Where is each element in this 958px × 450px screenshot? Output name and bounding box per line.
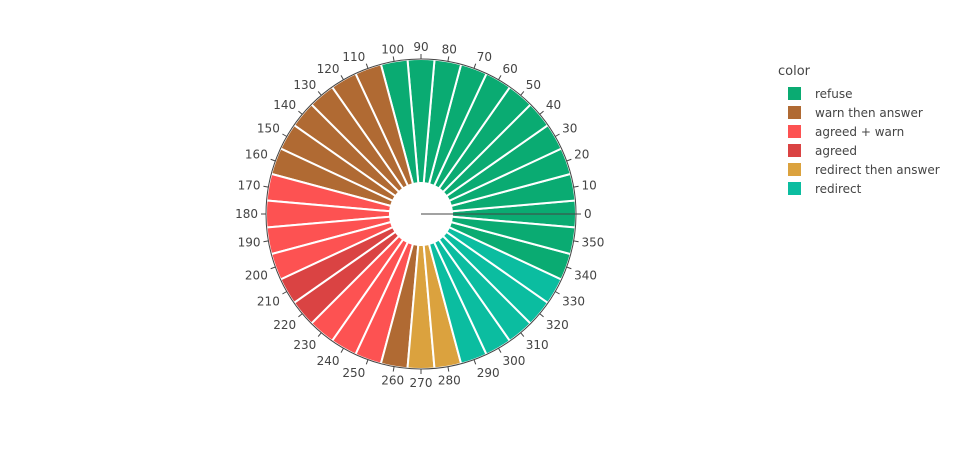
tick-240: [340, 347, 344, 353]
tick-label-130: 130: [293, 78, 316, 92]
tick-170: [263, 185, 269, 188]
tick-label-230: 230: [293, 338, 316, 352]
tick-label-0: 0: [584, 207, 592, 221]
tick-290: [473, 359, 477, 365]
legend-label: warn then answer: [815, 105, 923, 120]
tick-label-140: 140: [273, 98, 296, 112]
legend-item[interactable]: agreed: [778, 141, 940, 160]
tick-label-280: 280: [438, 374, 461, 388]
tick-label-70: 70: [477, 50, 492, 64]
tick-label-20: 20: [574, 147, 589, 161]
tick-260: [392, 366, 395, 372]
tick-label-60: 60: [503, 62, 518, 76]
tick-220: [298, 313, 303, 318]
tick-label-290: 290: [477, 366, 500, 380]
legend-label: agreed: [815, 143, 858, 158]
legend-item[interactable]: redirect: [778, 179, 940, 198]
tick-label-310: 310: [526, 338, 549, 352]
tick-label-110: 110: [342, 50, 365, 64]
tick-80: [447, 56, 450, 62]
bars-layer: [265, 58, 577, 370]
legend-item[interactable]: warn then answer: [778, 103, 940, 122]
tick-210: [282, 291, 288, 295]
tick-60: [498, 75, 502, 81]
tick-50: [520, 91, 525, 96]
legend-item[interactable]: refuse: [778, 84, 940, 103]
legend-title: color: [778, 64, 811, 79]
tick-label-250: 250: [342, 366, 365, 380]
tick-label-220: 220: [273, 318, 296, 332]
tick-label-180: 180: [235, 207, 258, 221]
legend: color refuse warn then answer agreed + war…: [778, 64, 940, 198]
tick-label-210: 210: [257, 295, 280, 309]
tick-label-200: 200: [245, 269, 268, 283]
tick-350: [573, 240, 579, 243]
tick-30: [554, 133, 560, 137]
tick-190: [263, 240, 269, 243]
tick-label-260: 260: [381, 374, 404, 388]
tick-label-320: 320: [546, 318, 569, 332]
tick-40: [539, 110, 544, 115]
tick-label-170: 170: [238, 179, 261, 193]
tick-label-120: 120: [317, 62, 340, 76]
legend-items: refuse warn then answer agreed + warn agree…: [778, 84, 940, 198]
legend-label: refuse: [815, 86, 853, 101]
tick-20: [566, 158, 572, 162]
tick-label-160: 160: [245, 147, 268, 161]
legend-item[interactable]: redirect then answer: [778, 160, 940, 179]
legend-swatch: [788, 182, 801, 195]
legend-item[interactable]: agreed + warn: [778, 122, 940, 141]
legend-swatch: [788, 106, 801, 119]
tick-100: [392, 56, 395, 62]
tick-330: [554, 291, 560, 295]
legend-label: agreed + warn: [815, 124, 905, 139]
legend-swatch: [788, 163, 801, 176]
tick-10: [573, 185, 579, 188]
legend-label: redirect then answer: [815, 162, 940, 177]
tick-280: [447, 366, 450, 372]
tick-label-340: 340: [574, 269, 597, 283]
tick-label-190: 190: [238, 235, 261, 249]
tick-110: [365, 63, 369, 69]
tick-70: [473, 63, 477, 69]
tick-label-300: 300: [503, 354, 526, 368]
tick-label-270: 270: [410, 376, 433, 390]
legend-swatch: [788, 87, 801, 100]
tick-300: [498, 347, 502, 353]
tick-label-100: 100: [381, 42, 404, 56]
tick-120: [340, 75, 344, 81]
tick-200: [270, 266, 276, 270]
tick-label-240: 240: [317, 354, 340, 368]
tick-250: [365, 359, 369, 365]
tick-230: [317, 332, 322, 337]
tick-160: [270, 158, 276, 162]
tick-130: [317, 91, 322, 96]
legend-label: redirect: [815, 181, 862, 196]
tick-label-330: 330: [562, 295, 585, 309]
tick-150: [282, 133, 288, 137]
tick-140: [298, 110, 303, 115]
tick-label-40: 40: [546, 98, 561, 112]
tick-label-50: 50: [526, 78, 541, 92]
tick-label-90: 90: [413, 40, 428, 54]
legend-swatch: [788, 144, 801, 157]
tick-label-80: 80: [442, 42, 457, 56]
tick-label-30: 30: [562, 122, 577, 136]
tick-label-150: 150: [257, 122, 280, 136]
tick-label-350: 350: [582, 235, 605, 249]
tick-340: [566, 266, 572, 270]
tick-310: [520, 332, 525, 337]
tick-320: [539, 313, 544, 318]
legend-swatch: [788, 125, 801, 138]
tick-label-10: 10: [582, 179, 597, 193]
